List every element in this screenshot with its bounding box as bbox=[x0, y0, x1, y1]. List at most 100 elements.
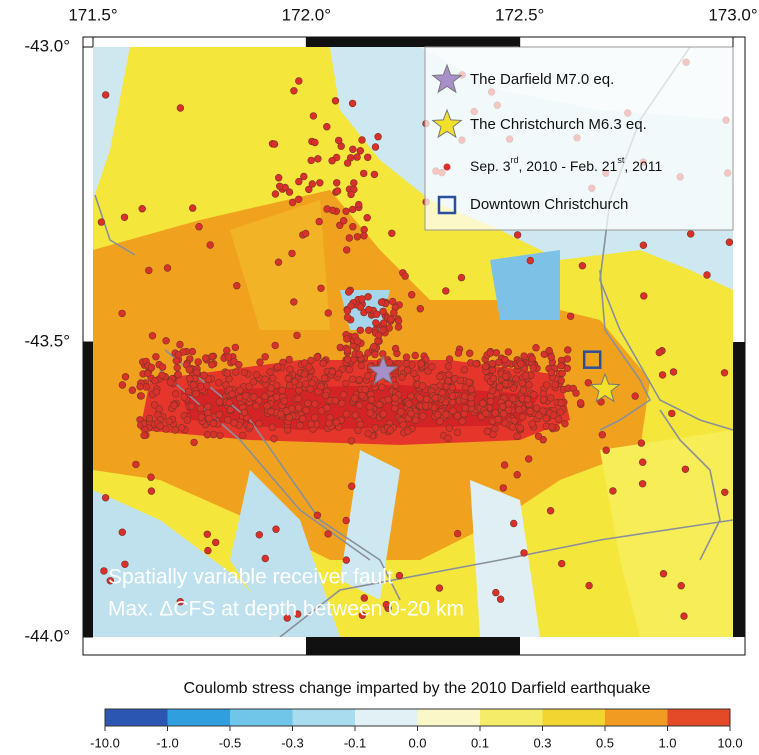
colorbar-segment bbox=[417, 709, 481, 726]
seismicity-dot bbox=[261, 375, 269, 383]
seismicity-dot bbox=[158, 363, 167, 371]
seismicity-dot bbox=[206, 241, 214, 249]
colorbar-tick-label: -1.0 bbox=[156, 735, 178, 750]
seismicity-dot bbox=[236, 386, 244, 394]
seismicity-dot bbox=[255, 420, 263, 428]
seismicity-dot bbox=[434, 411, 442, 419]
colorbar-segment bbox=[542, 709, 606, 726]
seismicity-dot bbox=[275, 174, 283, 182]
seismicity-dot bbox=[177, 424, 186, 432]
seismicity-dot bbox=[106, 577, 115, 585]
seismicity-dot bbox=[209, 419, 218, 428]
seismicity-dot bbox=[338, 399, 346, 407]
seismicity-dot bbox=[230, 419, 238, 427]
seismicity-dot bbox=[668, 409, 676, 418]
seismicity-dot bbox=[658, 371, 667, 379]
frame-segment bbox=[306, 637, 520, 655]
seismicity-dot bbox=[342, 410, 351, 418]
seismicity-dot bbox=[272, 525, 280, 533]
seismicity-dot bbox=[669, 368, 678, 376]
seismicity-dot bbox=[356, 303, 365, 311]
seismicity-dot bbox=[379, 307, 387, 316]
legend-label: The Christchurch M6.3 eq. bbox=[470, 116, 647, 133]
seismicity-dot bbox=[215, 398, 224, 406]
seismicity-dot bbox=[481, 362, 490, 371]
seismicity-dot bbox=[323, 404, 331, 412]
colorbar-segment bbox=[105, 709, 168, 726]
seismicity-dot bbox=[286, 365, 294, 373]
seismicity-dot bbox=[343, 246, 351, 254]
downtown-marker bbox=[582, 350, 602, 369]
seismicity-dot bbox=[202, 354, 210, 362]
seismicity-dot bbox=[163, 264, 172, 272]
seismicity-dot bbox=[394, 317, 403, 325]
seismicity-dot bbox=[411, 351, 419, 360]
seismicity-dot bbox=[100, 567, 108, 575]
seismicity-dot bbox=[519, 386, 528, 394]
seismicity-dot bbox=[542, 414, 550, 422]
seismicity-dot bbox=[152, 388, 161, 396]
seismicity-dot bbox=[313, 511, 322, 519]
seismicity-dot bbox=[725, 238, 733, 246]
seismicity-dot bbox=[529, 364, 537, 372]
seismicity-dot bbox=[488, 359, 497, 368]
seismicity-dot bbox=[118, 528, 127, 536]
seismicity-dot bbox=[294, 610, 302, 618]
seismicity-dot bbox=[379, 410, 387, 418]
seismicity-dot bbox=[358, 611, 367, 619]
seismicity-dot bbox=[308, 180, 316, 188]
seismicity-dot bbox=[302, 406, 310, 414]
seismicity-dot bbox=[293, 331, 301, 340]
seismicity-dot bbox=[598, 431, 606, 439]
seismicity-dot bbox=[231, 343, 240, 352]
seismicity-dot bbox=[391, 381, 400, 389]
axes: 171.5° 172.0° 172.5° 173.0° -43.0° -43.5° -44.… bbox=[24, 5, 757, 645]
seismicity-dot bbox=[546, 507, 555, 515]
seismicity-dot bbox=[136, 383, 144, 391]
seismicity-dot bbox=[391, 394, 399, 402]
seismicity-dot bbox=[285, 355, 293, 364]
seismicity-dot bbox=[491, 409, 499, 417]
seismicity-dot bbox=[204, 403, 212, 411]
seismicity-dot bbox=[492, 588, 500, 597]
seismicity-dot bbox=[372, 319, 380, 327]
seismicity-dot bbox=[176, 104, 185, 112]
seismicity-dot bbox=[444, 434, 452, 442]
seismicity-dot bbox=[97, 218, 106, 226]
seismicity-dot bbox=[347, 437, 356, 445]
seismicity-dot bbox=[496, 383, 504, 391]
seismicity-dot bbox=[384, 396, 392, 404]
seismicity-dot bbox=[328, 368, 336, 376]
seismicity-dot bbox=[342, 556, 350, 564]
seismicity-dot bbox=[174, 351, 183, 359]
seismicity-dot bbox=[489, 374, 497, 383]
seismicity-dot bbox=[267, 384, 275, 392]
seismicity-dot bbox=[349, 145, 357, 154]
seismicity-dot bbox=[311, 400, 319, 408]
seismicity-dot bbox=[249, 378, 258, 386]
seismicity-dot bbox=[449, 407, 457, 415]
seismicity-dot bbox=[520, 549, 528, 557]
seismicity-dot bbox=[453, 428, 462, 437]
seismicity-dot bbox=[311, 413, 319, 422]
seismicity-dot bbox=[510, 519, 518, 528]
seismicity-dot bbox=[121, 373, 130, 381]
seismicity-dot bbox=[348, 375, 357, 383]
seismicity-dot bbox=[494, 415, 502, 424]
seismicity-dot bbox=[208, 361, 216, 369]
seismicity-dot bbox=[343, 335, 351, 343]
seismicity-dot bbox=[132, 460, 140, 469]
seismicity-dot bbox=[140, 431, 148, 440]
y-tick-label: -43.5° bbox=[24, 331, 70, 350]
seismicity-dot bbox=[356, 326, 364, 334]
seismicity-dot bbox=[467, 394, 475, 402]
seismicity-dot bbox=[499, 484, 507, 492]
seismicity-dot bbox=[189, 381, 198, 389]
seismicity-dot bbox=[397, 408, 405, 416]
seismicity-dot bbox=[435, 584, 444, 592]
seismicity-dot bbox=[461, 404, 469, 412]
seismicity-dot bbox=[375, 400, 383, 409]
seismicity-dot bbox=[405, 400, 413, 408]
seismicity-dot bbox=[305, 363, 313, 371]
seismicity-dot bbox=[387, 315, 395, 323]
